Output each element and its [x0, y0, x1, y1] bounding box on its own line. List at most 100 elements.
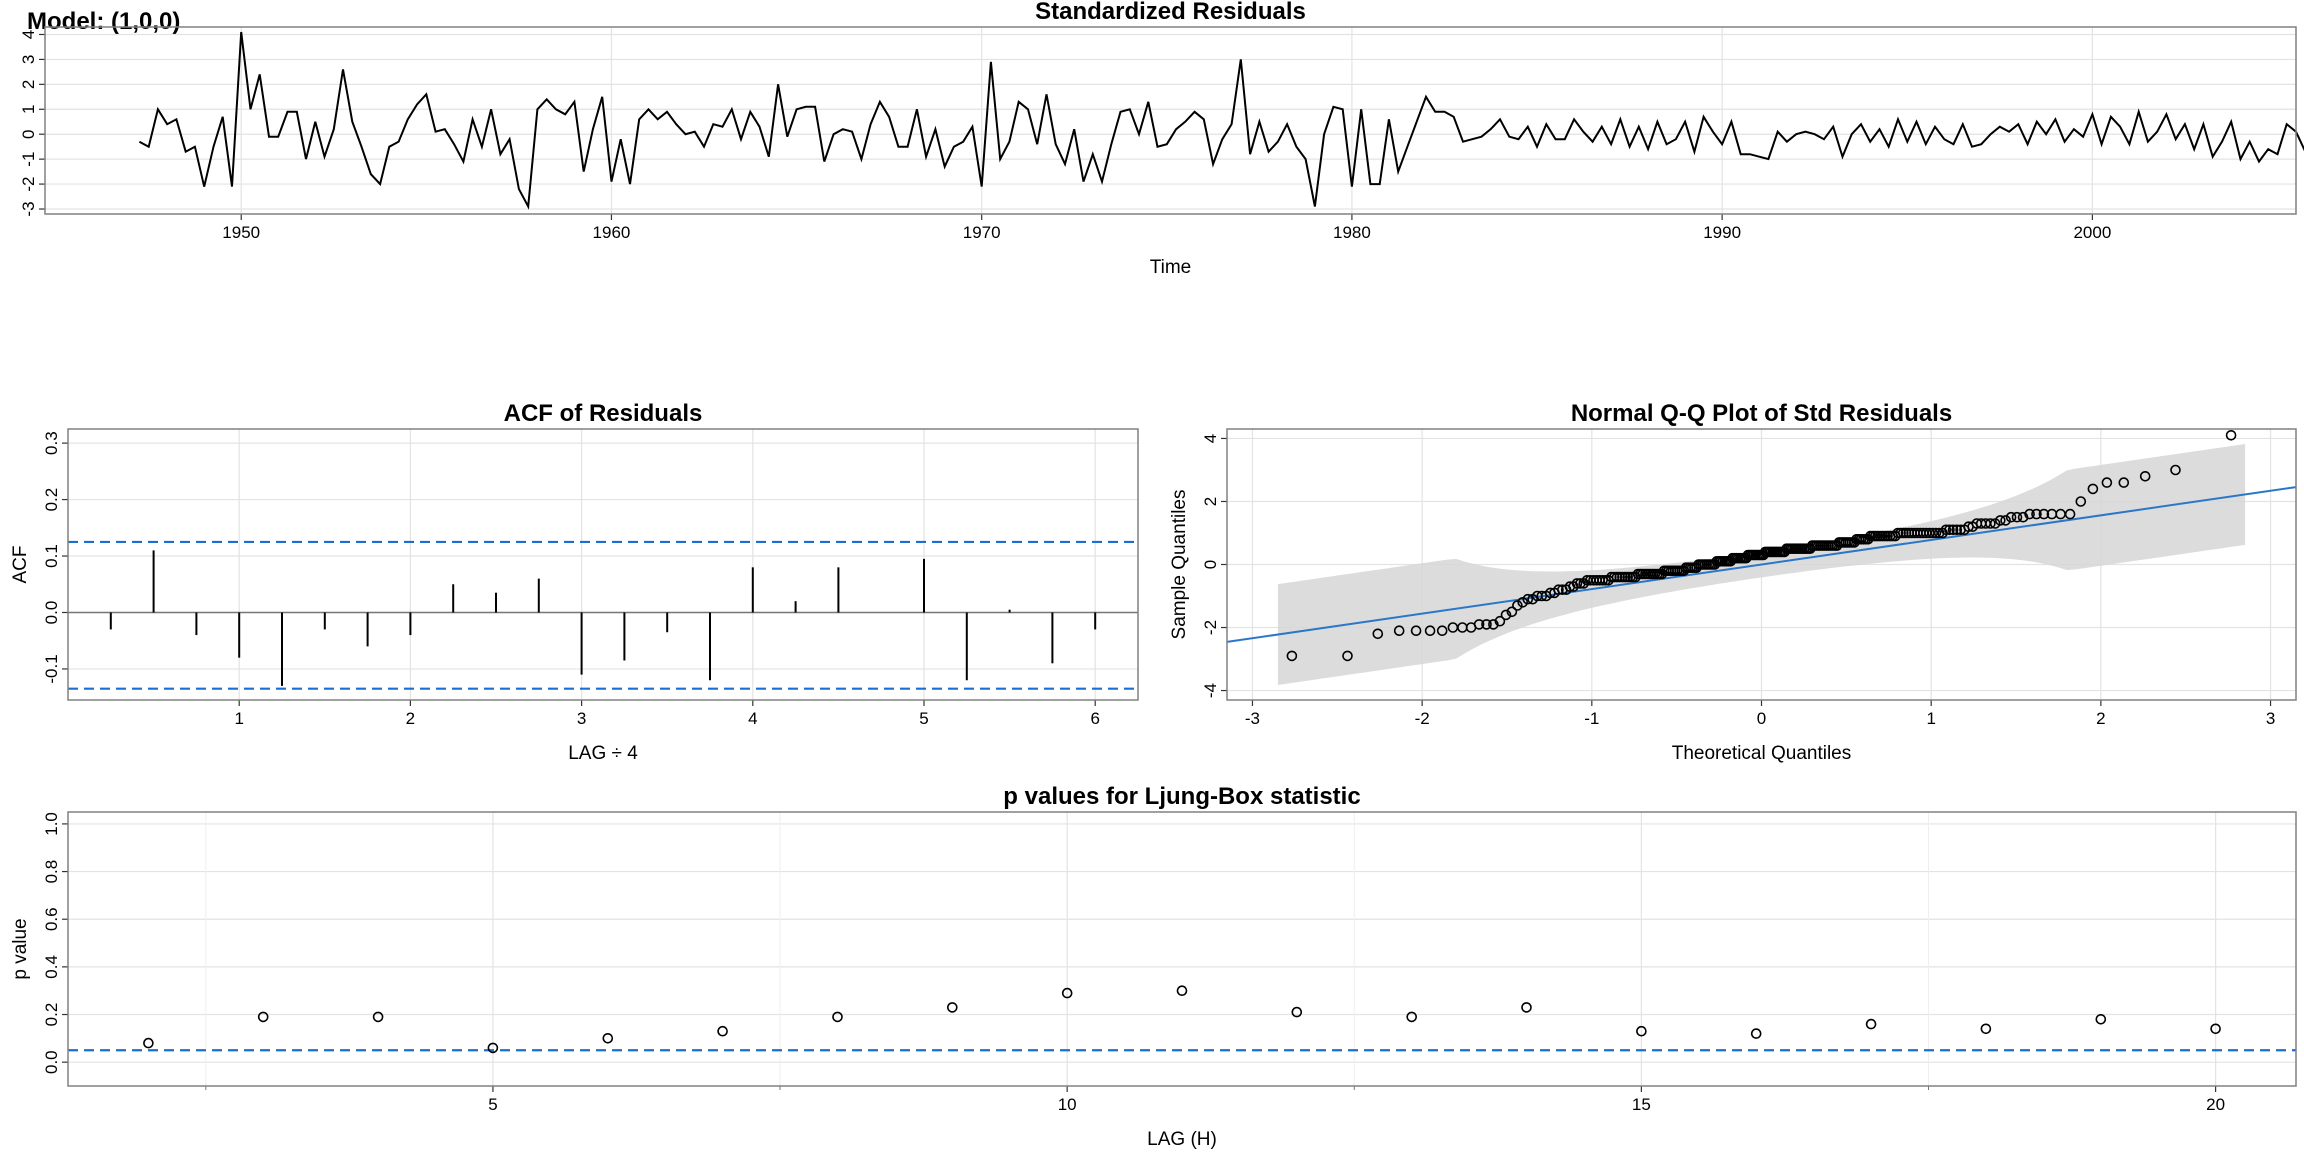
- panel-border: [44, 26, 2297, 215]
- qq-point: [2000, 515, 2011, 526]
- qq-point: [2225, 429, 2237, 441]
- y-tick-label: 0.2: [42, 1003, 61, 1027]
- qq-point: [1488, 619, 1499, 630]
- x-tick-label: 5: [488, 1095, 497, 1114]
- y-tick-label: 0.2: [42, 488, 61, 512]
- qq-point: [1473, 619, 1485, 630]
- qq-point: [1393, 625, 1405, 637]
- residual-series-line: [138, 31, 2304, 210]
- qq-point: [1940, 524, 1952, 536]
- pvalue-point: [602, 1033, 614, 1044]
- x-tick-label: 1: [1926, 709, 1935, 728]
- ljung-panel: 5 10 15 20 0.0 0.2 0.4 0.6 0.8 1.0 p values for Lj…: [10, 783, 2297, 1150]
- y-tick-label: -2: [19, 177, 38, 192]
- qq-point: [1372, 628, 1384, 640]
- y-tick-label: 4: [19, 30, 38, 39]
- y-tick-label: -4: [1201, 683, 1220, 698]
- pvalue-point: [1176, 985, 1188, 997]
- pvalue-point: [1061, 987, 1073, 999]
- x-tick-label: 6: [1090, 709, 1099, 728]
- pvalue-point: [372, 1011, 384, 1023]
- x-axis-label: Theoretical Quantiles: [1672, 743, 1852, 764]
- qq-title: Normal Q-Q Plot of Std Residuals: [1571, 400, 1952, 427]
- x-tick-label: 3: [2266, 709, 2275, 728]
- pvalue-point: [832, 1011, 843, 1023]
- y-tick-label: 0: [19, 129, 38, 138]
- qq-point: [1947, 524, 1959, 536]
- x-tick-label: 2: [406, 709, 415, 728]
- pvalue-point: [717, 1025, 728, 1037]
- pvalue-point: [1980, 1023, 1992, 1035]
- panel-border: [67, 428, 1139, 701]
- qq-point: [1995, 515, 2006, 526]
- y-tick-label: 0.0: [42, 1050, 61, 1074]
- qq-point: [2087, 483, 2099, 495]
- qq-point: [1342, 650, 1353, 662]
- qq-point: [1512, 600, 1523, 611]
- pvalue-point: [1291, 1006, 1303, 1018]
- qq-point: [2170, 464, 2181, 476]
- model-label: Model: (1,0,0): [27, 8, 181, 35]
- qq-point: [2038, 508, 2050, 520]
- y-tick-label: -2: [1201, 620, 1220, 635]
- qq-point: [2118, 477, 2130, 488]
- x-tick-label: 5: [919, 709, 928, 728]
- qq-point: [1578, 578, 1590, 589]
- qq-point: [2005, 511, 2017, 523]
- acf-title: ACF of Residuals: [504, 400, 703, 427]
- y-tick-label: -0.1: [42, 654, 61, 683]
- y-tick-label: 2: [19, 80, 38, 89]
- qq-point: [1944, 524, 1955, 536]
- qq-panel: -3 -2 -1 0 1 2 3 -4 -2 0 2 4 Normal Q-Q Plot of Std …: [1169, 400, 2297, 764]
- pvalue-point: [1521, 1002, 1532, 1013]
- qq-point: [1424, 625, 1436, 637]
- pvalue-point: [143, 1037, 154, 1049]
- qq-point: [1930, 527, 1942, 539]
- y-tick-label: -1: [19, 152, 38, 167]
- pvalue-point: [946, 1002, 958, 1013]
- qq-point: [2011, 511, 2023, 523]
- acf-panel: 1 2 3 4 5 6 -0.1 0.0 0.1 0.2 0.3 ACF of Residuals LA…: [10, 400, 1139, 764]
- qq-point: [2101, 477, 2113, 488]
- qq-point: [1286, 650, 1298, 662]
- x-tick-label: 10: [1058, 1095, 1077, 1114]
- y-tick-label: 1: [19, 105, 38, 114]
- x-tick-label: 20: [2206, 1095, 2225, 1114]
- y-axis-label: Sample Quantiles: [1169, 490, 1190, 640]
- y-tick-label: -3: [19, 201, 38, 216]
- qq-point: [1500, 609, 1512, 621]
- qq-point: [2139, 470, 2151, 482]
- qq-point: [1927, 527, 1938, 539]
- qq-point: [2031, 508, 2042, 520]
- x-tick-label: 1990: [1703, 223, 1741, 242]
- panel-border: [67, 811, 2297, 1087]
- qq-point: [1436, 625, 1448, 637]
- qq-point: [2017, 511, 2029, 523]
- pvalue-point: [257, 1011, 269, 1023]
- pvalue-point: [1750, 1028, 1762, 1039]
- y-tick-label: 3: [19, 55, 38, 64]
- y-tick-label: 0.4: [42, 955, 61, 979]
- qq-point: [1597, 574, 1608, 586]
- y-tick-label: 1.0: [42, 812, 61, 836]
- panel-border: [1226, 428, 2297, 701]
- x-tick-label: 3: [577, 709, 586, 728]
- x-axis-label: LAG ÷ 4: [568, 743, 638, 764]
- qq-point: [1481, 619, 1492, 630]
- y-tick-label: 4: [1201, 434, 1220, 443]
- qq-point: [1506, 606, 1518, 618]
- qq-point: [1985, 518, 1996, 529]
- pvalue-point: [2095, 1013, 2107, 1025]
- x-tick-label: 4: [748, 709, 757, 728]
- x-tick-label: 2000: [2073, 223, 2111, 242]
- y-tick-label: 2: [1201, 497, 1220, 506]
- qq-point: [2024, 508, 2035, 520]
- qq-point: [1951, 524, 1963, 536]
- pvalue-point: [1636, 1025, 1647, 1037]
- x-tick-label: 1: [234, 709, 243, 728]
- qq-reference-line: [1226, 486, 2297, 643]
- x-tick-label: 1980: [1333, 223, 1371, 242]
- y-tick-label: 0.8: [42, 860, 61, 884]
- x-tick-label: 2: [2096, 709, 2105, 728]
- x-tick-label: -2: [1415, 709, 1430, 728]
